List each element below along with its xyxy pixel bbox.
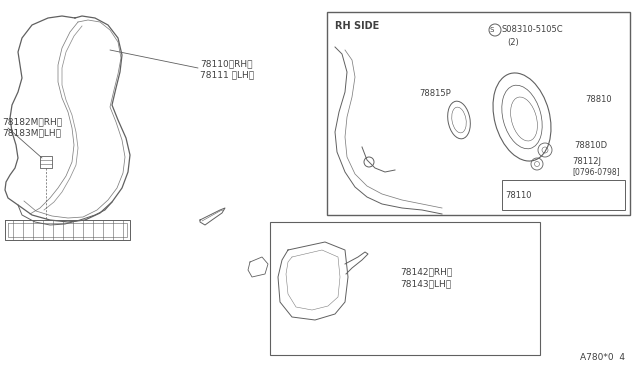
Text: 78142〈RH〉: 78142〈RH〉 — [400, 267, 452, 276]
Text: 78183M〈LH〉: 78183M〈LH〉 — [2, 128, 61, 138]
Text: 78810D: 78810D — [574, 141, 607, 151]
Text: 78112J: 78112J — [572, 157, 601, 166]
Text: (2): (2) — [507, 38, 519, 46]
Text: 78110〈RH〉: 78110〈RH〉 — [200, 60, 253, 68]
Text: 78810: 78810 — [585, 96, 612, 105]
Bar — [327, 12, 630, 215]
Bar — [270, 222, 540, 355]
Text: S08310-5105C: S08310-5105C — [502, 26, 564, 35]
Text: 78110: 78110 — [505, 190, 531, 199]
Text: A780*0  4: A780*0 4 — [580, 353, 625, 362]
Text: 78111 〈LH〉: 78111 〈LH〉 — [200, 71, 254, 80]
Text: 78182M〈RH〉: 78182M〈RH〉 — [2, 118, 62, 126]
Text: [0796-0798]: [0796-0798] — [572, 167, 620, 176]
Bar — [502, 180, 625, 210]
Text: 78143〈LH〉: 78143〈LH〉 — [400, 279, 451, 289]
Text: 78815P: 78815P — [419, 90, 451, 99]
Text: RH SIDE: RH SIDE — [335, 21, 380, 31]
Text: S: S — [490, 27, 494, 33]
